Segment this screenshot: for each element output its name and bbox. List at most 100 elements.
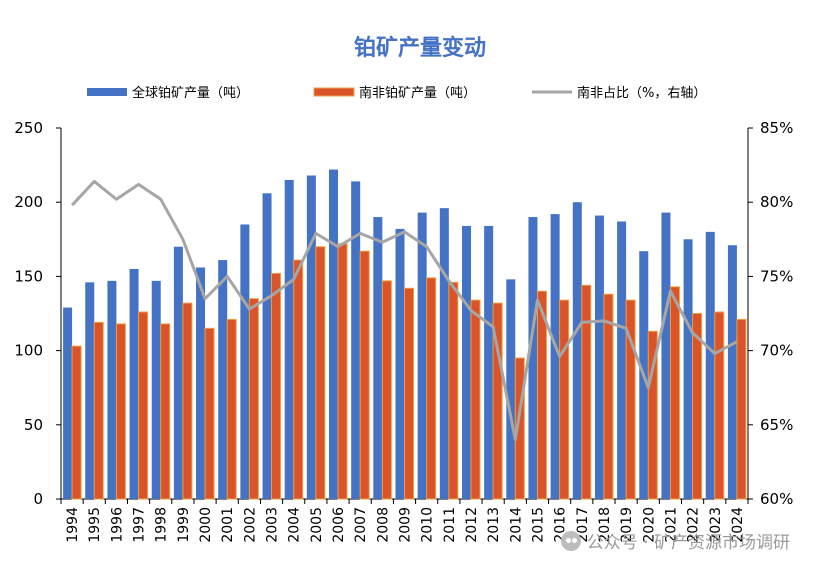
x-tick-label: 2021 bbox=[663, 507, 679, 543]
bar-south-africa bbox=[337, 243, 348, 500]
bar-global bbox=[85, 282, 95, 499]
bar-global bbox=[417, 212, 427, 499]
x-tick-label: 2023 bbox=[708, 507, 724, 543]
bar-south-africa bbox=[448, 281, 459, 500]
bar-south-africa bbox=[315, 246, 326, 500]
watermark: 公众号 · 矿产资源市场调研 bbox=[560, 528, 790, 553]
legend-label: 全球铂矿产量（吨） bbox=[132, 85, 249, 101]
bar-south-africa bbox=[226, 318, 237, 500]
bar-global bbox=[617, 221, 627, 499]
legend-swatch-bar bbox=[313, 87, 355, 97]
x-tick-label: 2013 bbox=[486, 507, 502, 543]
x-tick-label: 1997 bbox=[132, 507, 148, 543]
x-tick-label: 2012 bbox=[464, 507, 480, 543]
y-left-tick-label: 50 bbox=[24, 416, 43, 434]
bar-south-africa bbox=[160, 323, 171, 500]
bar-south-africa bbox=[603, 293, 614, 500]
bar-global bbox=[107, 280, 117, 499]
bar-global bbox=[506, 279, 516, 499]
y-right-tick-label: 65% bbox=[760, 416, 793, 434]
legend-label: 南非铂矿产量（吨） bbox=[359, 85, 476, 101]
bars bbox=[63, 169, 747, 500]
bar-south-africa bbox=[625, 299, 636, 500]
x-tick-label: 2005 bbox=[309, 507, 325, 543]
bar-global bbox=[705, 231, 715, 499]
bar-south-africa bbox=[359, 250, 370, 500]
line-series bbox=[70, 179, 738, 442]
bar-global bbox=[196, 267, 206, 499]
y-right-tick-label: 80% bbox=[760, 193, 793, 211]
bar-global bbox=[395, 228, 405, 500]
bar-south-africa bbox=[669, 286, 680, 500]
x-tick-label: 2024 bbox=[730, 507, 746, 543]
x-tick-label: 1995 bbox=[87, 507, 103, 543]
y-left-tick-label: 0 bbox=[33, 490, 43, 508]
bar-global bbox=[173, 246, 183, 499]
x-tick-label: 2011 bbox=[442, 507, 458, 543]
y-right-tick-label: 60% bbox=[760, 490, 793, 508]
bar-global bbox=[351, 181, 361, 499]
bar-global bbox=[528, 217, 538, 500]
x-tick-label: 2019 bbox=[619, 507, 635, 543]
x-tick-label: 2022 bbox=[686, 507, 702, 543]
bar-south-africa bbox=[536, 290, 547, 500]
bar-south-africa bbox=[470, 299, 481, 500]
bar-global bbox=[550, 214, 560, 499]
legend: 全球铂矿产量（吨） 南非铂矿产量（吨） 南非占比（%，右轴） bbox=[87, 85, 706, 101]
y-left-tick-label: 200 bbox=[14, 193, 43, 211]
watermark-text: 公众号 · 矿产资源市场调研 bbox=[586, 533, 790, 553]
bar-south-africa bbox=[514, 357, 525, 500]
x-tick-label: 2001 bbox=[220, 507, 236, 543]
y-right-tick-label: 75% bbox=[760, 267, 793, 285]
bar-south-africa bbox=[404, 287, 414, 500]
bar-south-africa bbox=[293, 259, 304, 500]
y-left-tick-label: 250 bbox=[14, 119, 43, 137]
bar-south-africa bbox=[204, 327, 215, 500]
bar-global bbox=[594, 215, 604, 499]
bar-south-africa bbox=[647, 330, 658, 500]
bar-south-africa bbox=[492, 302, 503, 500]
bar-global bbox=[218, 260, 228, 499]
x-tick-label: 2000 bbox=[198, 507, 214, 543]
y-right-tick-label: 70% bbox=[760, 342, 793, 360]
legend-label: 南非占比（%，右轴） bbox=[577, 85, 706, 101]
bar-global bbox=[727, 245, 737, 499]
bar-global bbox=[373, 217, 383, 500]
wechat-icon bbox=[560, 530, 581, 551]
bar-global bbox=[439, 208, 449, 500]
x-tick-label: 1996 bbox=[109, 507, 125, 543]
y-left-tick-label: 150 bbox=[14, 267, 43, 285]
x-tick-label: 1994 bbox=[65, 507, 81, 543]
x-tick-label: 1998 bbox=[154, 507, 170, 543]
bar-global bbox=[240, 224, 250, 499]
x-tick-label: 1999 bbox=[176, 507, 192, 543]
bar-global bbox=[306, 175, 316, 499]
x-tick-label: 2008 bbox=[375, 507, 391, 543]
bar-global bbox=[129, 268, 139, 499]
x-tick-label: 2007 bbox=[353, 507, 369, 543]
legend-swatch-bar bbox=[87, 88, 127, 96]
x-tick-label: 2006 bbox=[331, 507, 347, 543]
bar-global bbox=[262, 193, 272, 499]
x-tick-label: 2010 bbox=[420, 507, 436, 543]
bar-south-africa bbox=[581, 284, 592, 500]
bar-global bbox=[484, 225, 494, 499]
bar-south-africa bbox=[426, 277, 437, 500]
bar-global bbox=[572, 202, 582, 499]
bar-global bbox=[63, 307, 73, 499]
bar-global bbox=[151, 280, 161, 499]
bar-south-africa bbox=[248, 298, 259, 500]
x-tick-label: 2004 bbox=[287, 507, 303, 543]
bar-south-africa bbox=[115, 323, 126, 500]
x-tick-label: 2014 bbox=[508, 507, 524, 543]
x-tick-label: 2003 bbox=[265, 507, 281, 543]
x-tick-label: 2002 bbox=[242, 507, 258, 543]
y-right-tick-label: 85% bbox=[760, 119, 793, 137]
x-tick-label: 2015 bbox=[530, 507, 546, 543]
x-tick-label: 2009 bbox=[398, 507, 414, 543]
bar-south-africa bbox=[138, 311, 149, 500]
x-tick-label: 2020 bbox=[641, 507, 657, 543]
bar-global bbox=[661, 212, 671, 499]
bar-global bbox=[284, 179, 294, 499]
